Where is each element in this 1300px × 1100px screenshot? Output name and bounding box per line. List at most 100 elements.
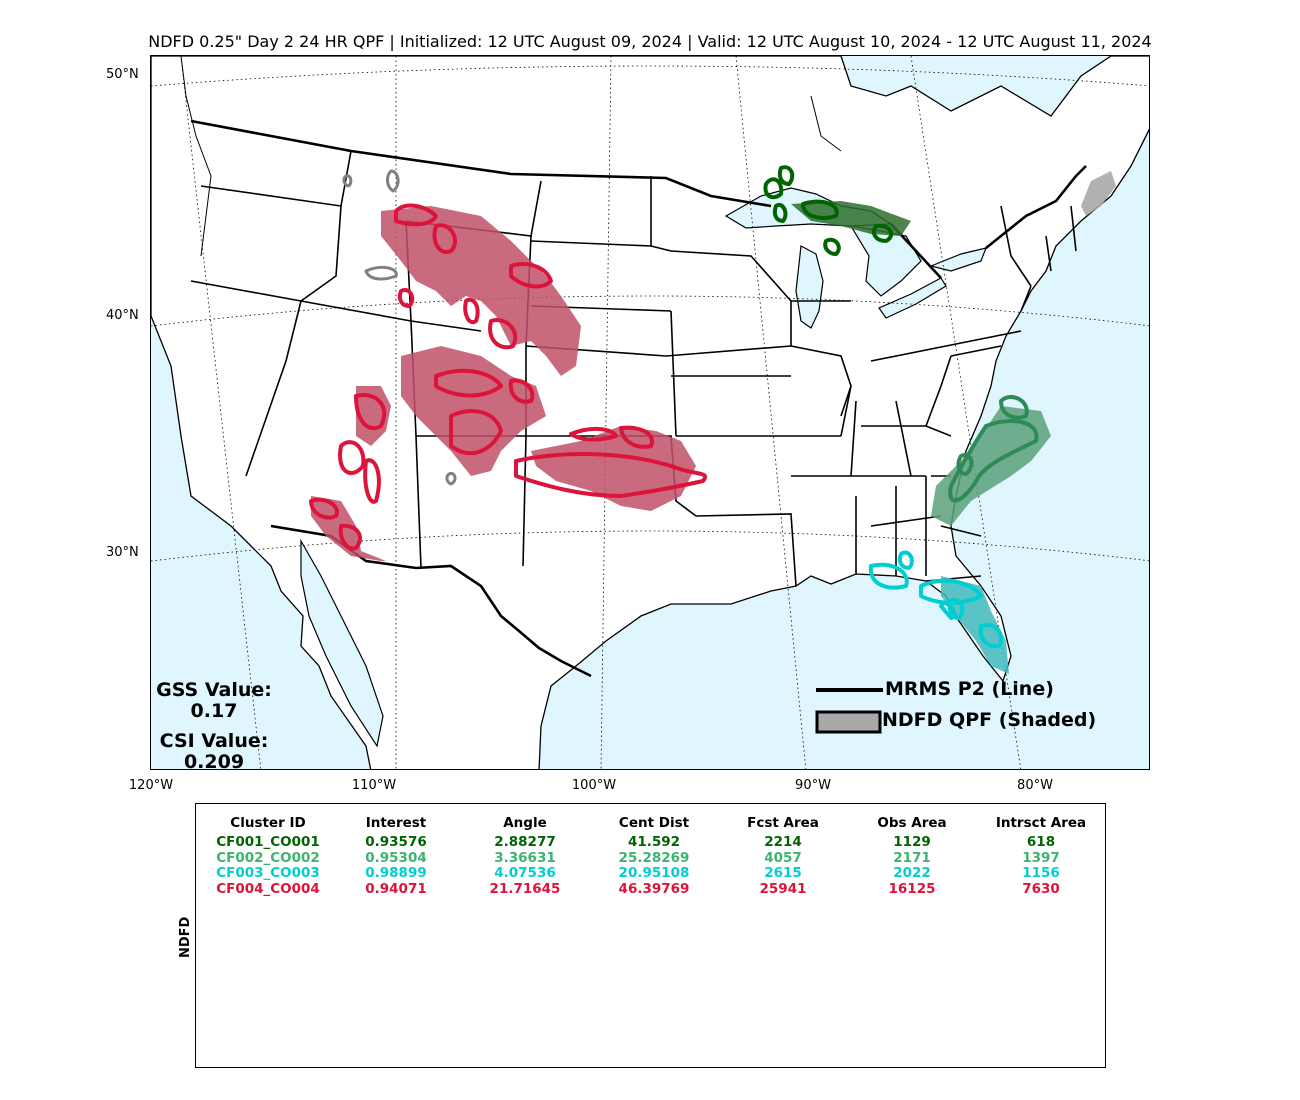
table-header-1: Interest	[365, 815, 427, 831]
table-cell-r1-c5: 2171	[893, 849, 931, 866]
obs-contour-cluster1-5	[872, 223, 894, 243]
obs-contour-cluster1-3	[801, 199, 839, 220]
legend-shaded-swatch	[815, 710, 882, 734]
table-header-6: Intrsct Area	[995, 815, 1087, 831]
table-header-5: Obs Area	[877, 815, 947, 831]
obs-contour-cluster4-6	[488, 318, 518, 350]
lon-label-120w: 120°W	[128, 778, 174, 793]
lon-label-80w: 80°W	[1017, 778, 1053, 793]
obs-contour-cluster1-1	[763, 177, 784, 200]
obs-contour-cluster2-2	[948, 419, 1039, 503]
table-cell-r1-c3: 25.28269	[618, 849, 690, 866]
map-canvas	[151, 56, 1149, 769]
obs-contour-cluster1-6	[772, 202, 788, 223]
gss-label: GSS Value:	[156, 679, 272, 701]
table-cell-r2-c2: 4.07536	[494, 865, 556, 881]
table-header-4: Fcst Area	[747, 815, 819, 831]
obs-contour-cluster4-17	[619, 425, 654, 449]
obs-contour-cluster2-3	[956, 453, 974, 476]
obs-contour-unmatched-3	[364, 265, 398, 281]
obs-contour-cluster4-1	[394, 203, 438, 227]
obs-contour-cluster3-6	[939, 601, 957, 620]
map-title: NDFD 0.25" Day 2 24 HR QPF | Initialized…	[148, 32, 1152, 51]
obs-contour-cluster4-5	[463, 297, 480, 325]
obs-contour-cluster4-15	[514, 452, 707, 498]
table-cell-r0-c6: 618	[1026, 834, 1056, 850]
table-cell-r1-c2: 3.36631	[494, 849, 556, 866]
lat-label-30n: 30°N	[106, 545, 139, 560]
mrms-contours	[309, 165, 1039, 649]
table-cell-r3-c2: 21.71645	[489, 880, 561, 897]
obs-contour-cluster4-13	[309, 497, 339, 520]
obs-contour-cluster3-3	[919, 578, 983, 605]
legend-shaded-label: NDFD QPF (Shaded)	[882, 709, 1097, 731]
state-borders	[190, 150, 1077, 587]
csi-score: CSI Value: 0.209	[154, 731, 274, 773]
table-cell-r1-c6: 1397	[1022, 849, 1060, 866]
obs-contour-cluster4-12	[363, 458, 381, 504]
fcst-area-unmatched-ne	[1081, 171, 1116, 216]
gulf-of-california	[300, 538, 384, 748]
lon-label-100w: 100°W	[571, 778, 617, 793]
obs-contour-cluster3-5	[978, 623, 1004, 649]
table-cell-r2-c6: 1156	[1022, 865, 1060, 881]
fcst-area-cluster4-north	[381, 206, 581, 376]
table-y-label: NDFD	[178, 916, 193, 958]
table-cell-r0-c5: 1129	[893, 834, 931, 850]
table-cell-r1-c4: 4057	[764, 849, 802, 866]
graticule	[151, 56, 1149, 769]
lat-label-40n: 40°N	[106, 308, 139, 323]
coastline-details	[180, 56, 842, 257]
obs-contour-cluster4-7	[434, 368, 503, 398]
obs-contour-cluster1-4	[823, 237, 841, 256]
table-cell-r0-c0: CF001_CO001	[216, 834, 320, 850]
table-cell-r3-c6: 7630	[1022, 880, 1060, 897]
table-cell-r3-c4: 25941	[759, 880, 807, 897]
obs-contour-cluster4-3	[509, 262, 553, 289]
table-cell-r2-c1: 0.98899	[365, 865, 427, 881]
table-header-3: Cent Dist	[618, 815, 690, 831]
lat-label-50n: 50°N	[106, 67, 139, 82]
obs-contour-cluster4-4	[397, 288, 415, 308]
csi-label: CSI Value:	[159, 730, 269, 752]
fcst-area-cluster4-az	[311, 496, 386, 561]
table-cell-r2-c3: 20.95108	[618, 865, 690, 881]
obs-contour-unmatched-4	[445, 471, 457, 486]
obs-contour-cluster1-2	[777, 165, 795, 186]
obs-contour-cluster4-16	[569, 427, 618, 442]
obs-contour-cluster3-1	[868, 562, 909, 590]
obs-contour-cluster4-9	[449, 409, 503, 456]
table-cell-r1-c1: 0.95304	[365, 849, 427, 866]
lake-erie	[878, 277, 947, 319]
table-cell-r0-c3: 41.592	[627, 834, 681, 850]
table-cell-r2-c4: 2615	[764, 865, 802, 881]
table-cell-r0-c1: 0.93576	[365, 834, 427, 850]
legend-line-label: MRMS P2 (Line)	[885, 678, 1054, 700]
lon-label-110w: 110°W	[351, 778, 397, 793]
lake-ontario	[929, 247, 987, 272]
obs-contour-unmatched-2	[342, 174, 353, 188]
table-cell-r0-c2: 2.88277	[494, 834, 556, 850]
obs-contour-cluster3-2	[897, 550, 914, 570]
map-panel	[150, 55, 1150, 770]
table-cell-r3-c1: 0.94071	[365, 880, 427, 897]
obs-contour-unmatched-1	[386, 169, 400, 193]
lake-michigan	[795, 245, 824, 329]
table-header-2: Angle	[503, 815, 547, 831]
table-cell-r2-c5: 2022	[893, 865, 931, 881]
table-cell-r1-c0: CF002_CO002	[216, 849, 320, 866]
obs-contour-cluster4-2	[432, 223, 457, 254]
table-cell-r2-c0: CF003_CO003	[216, 865, 320, 881]
table-header-0: Cluster ID	[230, 815, 306, 831]
obs-contour-cluster4-10	[354, 393, 387, 430]
table-cell-r0-c4: 2214	[764, 834, 802, 850]
lon-label-90w: 90°W	[795, 778, 831, 793]
obs-contour-cluster4-8	[508, 378, 535, 404]
table-cell-r3-c3: 46.39769	[618, 880, 690, 897]
obs-contour-cluster4-11	[338, 440, 366, 475]
cluster-stats-table	[195, 803, 1106, 1068]
obs-contour-cluster2-1	[999, 395, 1029, 420]
obs-contour-cluster4-14	[338, 523, 362, 551]
table-cell-r3-c0: CF004_CO004	[216, 880, 320, 897]
table-cell-r3-c5: 16125	[888, 880, 936, 897]
